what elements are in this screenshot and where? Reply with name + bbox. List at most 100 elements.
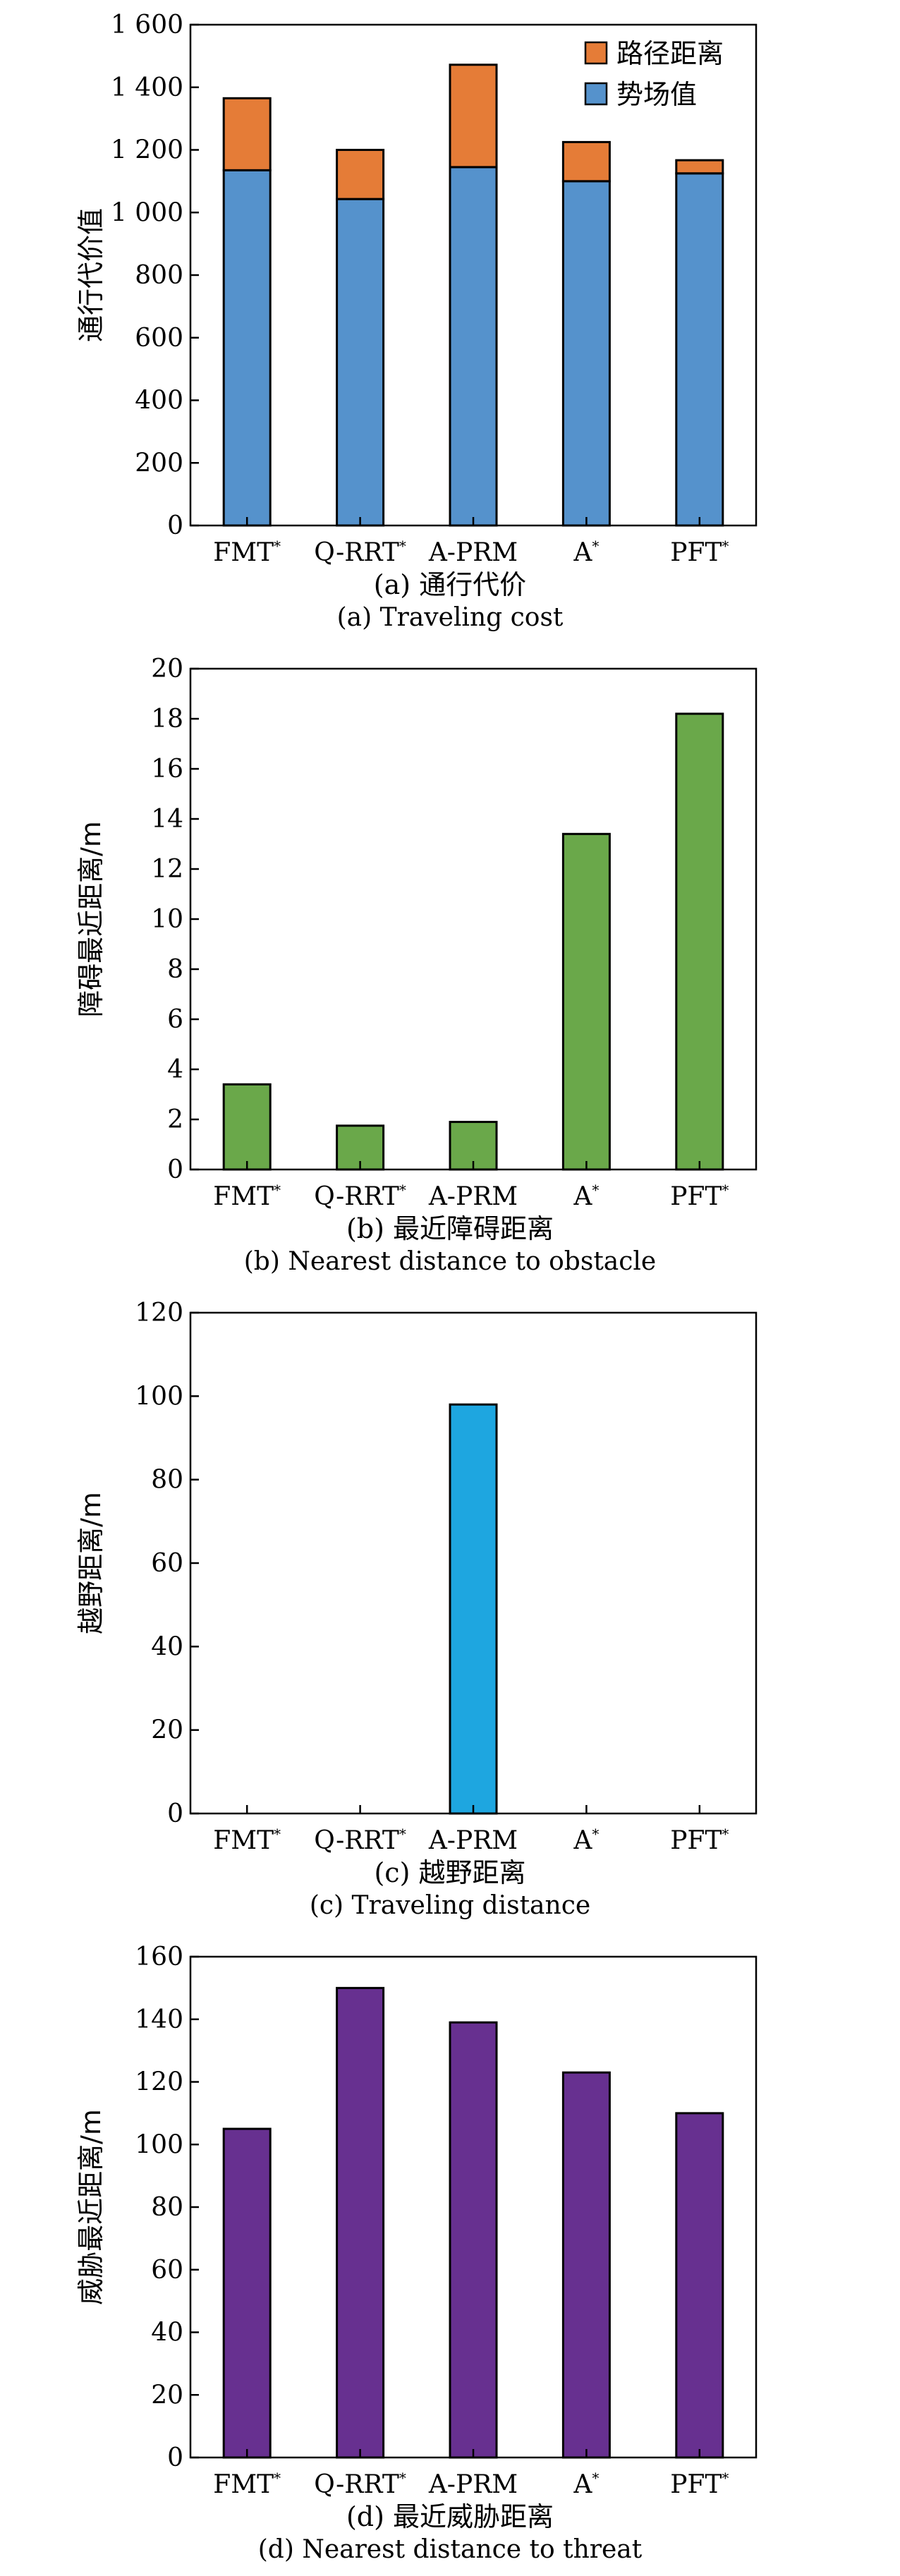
y-tick-label-4: 8 bbox=[167, 955, 183, 984]
chart-a-block: 0 200 400 600 800 1 000 1 200 1 400 1 600 FMT* Q-R… bbox=[0, 0, 900, 644]
y-tick-label-10: 20 bbox=[151, 655, 183, 684]
legend-swatch-0 bbox=[584, 41, 608, 65]
y-tick-label-8: 16 bbox=[151, 755, 183, 784]
bar-0-0 bbox=[222, 169, 272, 527]
y-tick-label-6: 120 bbox=[135, 1299, 183, 1328]
bar-0-4 bbox=[675, 712, 724, 1171]
bar-0-2 bbox=[449, 166, 498, 527]
chart-c-caption-cn: (c) 越野距离 bbox=[374, 1857, 526, 1888]
y-tick-label-0: 0 bbox=[167, 511, 183, 540]
bar-0-3 bbox=[561, 2071, 611, 2459]
bar-0-2 bbox=[449, 2021, 498, 2459]
bar-0-0 bbox=[222, 1083, 272, 1171]
bar-1-0 bbox=[222, 97, 272, 171]
bar-0-3 bbox=[561, 832, 611, 1171]
bar-0-4 bbox=[675, 172, 724, 527]
legend-swatch-1 bbox=[584, 82, 608, 106]
y-tick-label-6: 12 bbox=[151, 855, 183, 884]
x-tick-label-2: A-PRM bbox=[428, 538, 518, 567]
chart-d-svg: 0 20 40 60 80 100 120 140 160 FMT* Q-RRT* A-PRM A* PF… bbox=[75, 1943, 758, 2499]
y-tick-label-7: 14 bbox=[151, 805, 183, 834]
plot-frame bbox=[189, 667, 758, 1171]
bar-1-4 bbox=[675, 159, 724, 175]
x-tick-label-4: PFT* bbox=[670, 1825, 729, 1855]
y-tick-label-0: 0 bbox=[167, 1799, 183, 1828]
chart-d-caption-cn: (d) 最近威胁距离 bbox=[346, 2501, 554, 2532]
y-tick-label-5: 10 bbox=[151, 905, 183, 934]
x-tick-label-0: FMT* bbox=[213, 1181, 281, 1211]
x-tick-label-2: A-PRM bbox=[428, 1826, 518, 1855]
x-tick-label-4: PFT* bbox=[670, 537, 729, 567]
x-tick-label-4: PFT* bbox=[670, 2469, 729, 2499]
y-tick-label-5: 100 bbox=[135, 1382, 183, 1411]
y-tick-label-3: 60 bbox=[151, 2256, 183, 2285]
x-tick-label-3: A* bbox=[573, 537, 599, 567]
y-tick-label-6: 120 bbox=[135, 2068, 183, 2097]
y-tick-label-2: 40 bbox=[151, 1632, 183, 1661]
x-tick-label-1: Q-RRT* bbox=[314, 1825, 406, 1855]
chart-b-svg: 0 2 4 6 8 10 12 14 16 18 20 FMT* Q-RRT* A-PRM A* PFT* 障碍… bbox=[75, 655, 758, 1211]
y-axis-label: 障碍最近距离/m bbox=[75, 821, 107, 1017]
bar-0-1 bbox=[336, 198, 385, 527]
chart-d-block: 0 20 40 60 80 100 120 140 160 FMT* Q-RRT* A-PRM A* PF… bbox=[0, 1932, 900, 2576]
chart-d-caption-en: (d) Nearest distance to threat bbox=[257, 2535, 643, 2564]
y-tick-label-2: 400 bbox=[135, 387, 183, 415]
y-tick-label-7: 1 400 bbox=[111, 73, 183, 102]
chart-c-caption-en: (c) Traveling distance bbox=[309, 1891, 591, 1920]
y-tick-label-3: 60 bbox=[151, 1549, 183, 1578]
y-tick-label-0: 0 bbox=[167, 1155, 183, 1184]
x-tick-label-1: Q-RRT* bbox=[314, 537, 406, 567]
y-axis-label: 越野距离/m bbox=[75, 1492, 107, 1634]
y-tick-label-1: 2 bbox=[167, 1105, 183, 1134]
y-tick-label-7: 140 bbox=[135, 2005, 183, 2034]
x-tick-label-3: A* bbox=[573, 1825, 599, 1855]
y-tick-label-0: 0 bbox=[167, 2443, 183, 2472]
y-tick-label-1: 20 bbox=[151, 1716, 183, 1745]
y-tick-label-1: 200 bbox=[135, 449, 183, 478]
bar-1-3 bbox=[561, 140, 611, 183]
x-tick-label-3: A* bbox=[573, 2469, 599, 2499]
chart-c-svg: 0 20 40 60 80 100 120 FMT* Q-RRT* A-PRM A* PFT* 越野距离… bbox=[75, 1299, 758, 1855]
x-tick-label-2: A-PRM bbox=[428, 2470, 518, 2499]
bar-1-2 bbox=[449, 63, 498, 169]
x-tick-label-2: A-PRM bbox=[428, 1182, 518, 1211]
chart-b-caption-cn: (b) 最近障碍距离 bbox=[346, 1213, 554, 1244]
chart-a-caption-en: (a) Traveling cost bbox=[336, 603, 564, 632]
bar-0-0 bbox=[222, 2127, 272, 2459]
bar-0-3 bbox=[561, 180, 611, 527]
bar-1-1 bbox=[336, 149, 385, 200]
y-axis-label: 通行代价值 bbox=[75, 208, 107, 342]
chart-b-caption-en: (b) Nearest distance to obstacle bbox=[243, 1247, 657, 1276]
y-tick-label-6: 1 200 bbox=[111, 136, 183, 165]
y-tick-label-9: 18 bbox=[151, 705, 183, 734]
x-tick-label-1: Q-RRT* bbox=[314, 1181, 406, 1211]
y-tick-label-5: 100 bbox=[135, 2130, 183, 2159]
x-tick-label-1: Q-RRT* bbox=[314, 2469, 406, 2499]
x-tick-label-0: FMT* bbox=[213, 537, 281, 567]
x-tick-label-4: PFT* bbox=[670, 1181, 729, 1211]
y-tick-label-8: 160 bbox=[135, 1943, 183, 1972]
chart-a-caption-cn: (a) 通行代价 bbox=[373, 569, 527, 600]
chart-a-svg: 0 200 400 600 800 1 000 1 200 1 400 1 600 FMT* Q-R… bbox=[75, 11, 758, 567]
x-tick-label-3: A* bbox=[573, 1181, 599, 1211]
y-tick-label-4: 800 bbox=[135, 261, 183, 290]
y-tick-label-3: 6 bbox=[167, 1005, 183, 1034]
chart-b-block: 0 2 4 6 8 10 12 14 16 18 20 FMT* Q-RRT* A-PRM A* PFT* 障碍… bbox=[0, 644, 900, 1288]
x-tick-label-0: FMT* bbox=[213, 2469, 281, 2499]
legend-label-1: 势场值 bbox=[616, 79, 697, 110]
bar-0-2 bbox=[449, 1403, 498, 1815]
bar-0-4 bbox=[675, 2112, 724, 2459]
y-tick-label-2: 4 bbox=[167, 1055, 183, 1084]
y-tick-label-5: 1 000 bbox=[111, 198, 183, 227]
legend-label-0: 路径距离 bbox=[616, 38, 724, 69]
y-tick-label-8: 1 600 bbox=[111, 11, 183, 40]
chart-c-block: 0 20 40 60 80 100 120 FMT* Q-RRT* A-PRM A* PFT* 越野距离… bbox=[0, 1288, 900, 1932]
y-tick-label-4: 80 bbox=[151, 2193, 183, 2222]
y-tick-label-3: 600 bbox=[135, 324, 183, 353]
y-tick-label-2: 40 bbox=[151, 2319, 183, 2347]
y-axis-label: 威胁最近距离/m bbox=[75, 2109, 107, 2305]
y-tick-label-1: 20 bbox=[151, 2381, 183, 2410]
x-tick-label-0: FMT* bbox=[213, 1825, 281, 1855]
y-tick-label-4: 80 bbox=[151, 1466, 183, 1495]
